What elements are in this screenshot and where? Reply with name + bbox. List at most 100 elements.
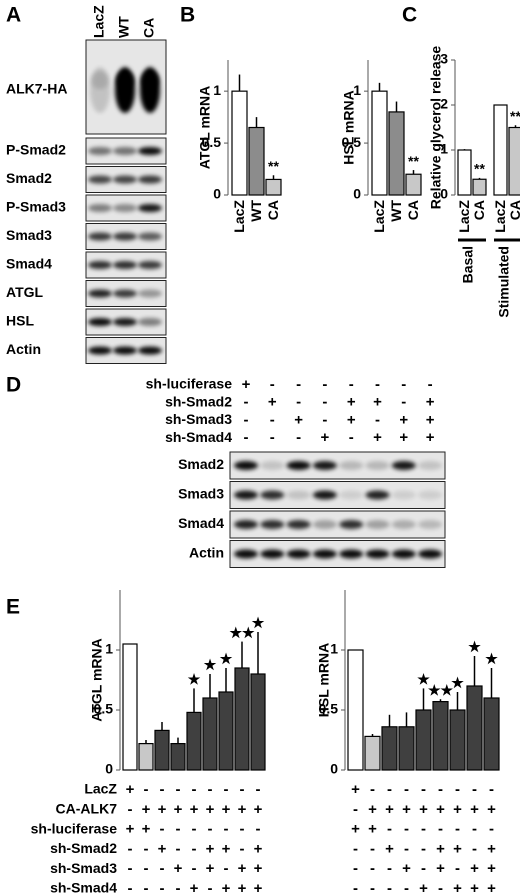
blot-band [113, 346, 137, 355]
y-tick-label: 1 [105, 641, 113, 657]
blot-band [418, 520, 443, 529]
y-tick-label: 0 [330, 761, 338, 777]
y-tick-label: 2 [440, 96, 448, 112]
blot-band [138, 175, 162, 184]
blot-band [138, 261, 162, 269]
blot-band [91, 71, 109, 89]
significance-mark: ★ [468, 639, 481, 655]
blot-band [312, 461, 337, 470]
condition-mark: - [270, 429, 275, 446]
panel-label: C [402, 4, 417, 27]
blot-band [88, 289, 112, 298]
row-label: P-Smad3 [6, 199, 66, 215]
y-tick-label: 0.5 [319, 701, 339, 717]
blot-band [88, 175, 112, 184]
row-label: Smad4 [6, 256, 52, 272]
bar [154, 729, 170, 771]
condition-mark: - [256, 821, 261, 838]
condition-mark: - [322, 376, 327, 393]
blot-band [339, 549, 364, 559]
significance-mark: ★ [417, 671, 430, 687]
condition-mark: - [370, 781, 375, 798]
condition-mark: + [174, 801, 183, 818]
condition-mark: + [254, 880, 263, 895]
condition-mark: - [128, 801, 133, 818]
condition-mark: - [404, 781, 409, 798]
row-label: ATGL [6, 284, 44, 300]
bar [186, 711, 202, 771]
condition-mark: - [438, 821, 443, 838]
y-axis-label: Relative glycerol release [428, 46, 444, 210]
condition-mark: - [489, 781, 494, 798]
condition-mark: + [238, 860, 247, 877]
condition-mark: + [426, 429, 435, 446]
condition-mark: + [453, 880, 462, 895]
condition-mark: - [370, 880, 375, 895]
condition-mark: + [368, 801, 377, 818]
y-tick-label: 0.5 [94, 701, 114, 717]
condition-mark: + [419, 880, 428, 895]
condition-mark: - [244, 394, 249, 411]
blot-band [286, 549, 311, 559]
blot-band [391, 490, 416, 500]
blot-band [113, 204, 137, 212]
condition-mark: - [192, 821, 197, 838]
bar [347, 649, 364, 771]
bar [265, 178, 282, 196]
bar [449, 709, 466, 771]
bar [466, 685, 483, 771]
condition-mark: - [472, 821, 477, 838]
bar [234, 667, 250, 771]
condition-mark: - [353, 880, 358, 895]
lane-label: WT [116, 16, 132, 38]
x-tick-label: CA [265, 200, 281, 220]
blot-band [113, 147, 137, 155]
x-tick-label: LacZ [456, 200, 472, 233]
condition-mark: + [426, 394, 435, 411]
condition-mark: - [296, 429, 301, 446]
blot-band [286, 520, 311, 529]
condition-mark: + [436, 860, 445, 877]
condition-mark: - [144, 840, 149, 857]
blot-band [138, 289, 162, 298]
blot-band [312, 549, 337, 559]
condition-mark: - [144, 860, 149, 877]
panel-label: B [180, 4, 195, 27]
y-tick-label: 1 [440, 141, 448, 157]
y-tick-label: 0.5 [202, 134, 222, 150]
condition-mark: - [128, 840, 133, 857]
x-tick-label: CA [471, 200, 487, 220]
condition-mark: - [472, 781, 477, 798]
blot-band [138, 318, 162, 326]
group-label: Stimulated [496, 246, 512, 318]
row-label: Smad4 [178, 515, 224, 531]
condition-mark: - [421, 860, 426, 877]
blot-band [365, 549, 390, 559]
bar [508, 126, 520, 196]
condition-label: sh-Smad3 [50, 860, 117, 876]
condition-mark: - [375, 411, 380, 428]
x-tick-label: WT [248, 200, 264, 222]
condition-mark: + [268, 394, 277, 411]
condition-mark: - [224, 821, 229, 838]
condition-mark: - [404, 821, 409, 838]
condition-mark: + [402, 801, 411, 818]
group-label: Basal [460, 246, 476, 283]
blot-band [365, 520, 390, 529]
x-tick-label: LacZ [371, 200, 387, 233]
blot-band [339, 490, 364, 500]
condition-mark: - [349, 429, 354, 446]
blot-band [138, 346, 162, 355]
condition-mark: - [455, 781, 460, 798]
bar [250, 673, 266, 771]
significance-mark: ★ [252, 615, 265, 631]
condition-mark: + [321, 429, 330, 446]
condition-mark: - [353, 840, 358, 857]
blot-band [339, 461, 364, 470]
row-label: Actin [6, 341, 41, 357]
condition-mark: - [387, 880, 392, 895]
blot-band [138, 147, 162, 155]
bar [493, 104, 508, 196]
condition-mark: - [455, 821, 460, 838]
